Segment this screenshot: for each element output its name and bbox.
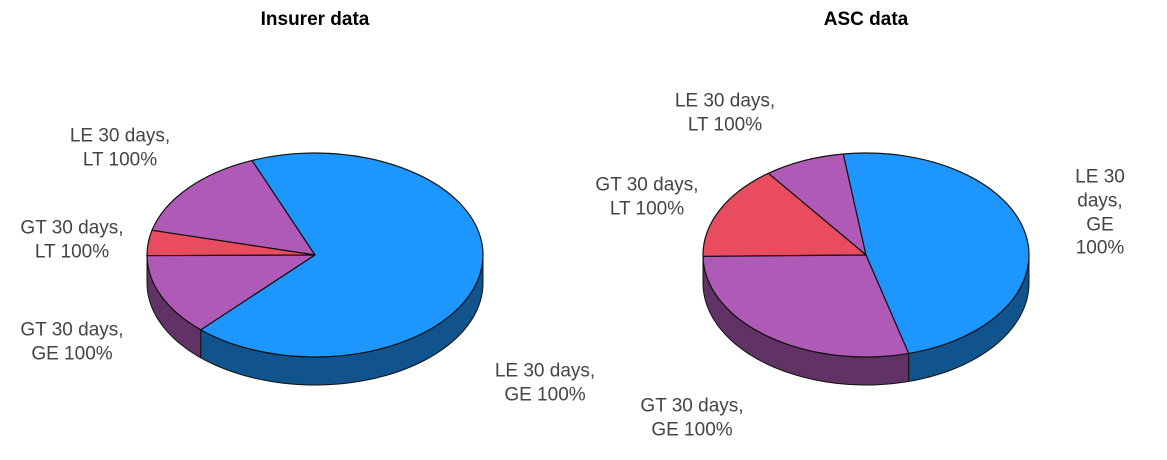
slice-label: LE 30 days, GE 100% bbox=[494, 360, 596, 405]
slice-label: LE 30 days, GE 100% bbox=[1075, 166, 1125, 259]
pie-slice bbox=[842, 152, 1030, 355]
slice-label: GT 30 days, GE 100% bbox=[640, 395, 744, 440]
slice-label: GT 30 days, GE 100% bbox=[20, 319, 124, 364]
slice-label: GT 30 days, LT 100% bbox=[20, 217, 124, 262]
pie-slice bbox=[702, 254, 910, 358]
chart-title: ASC data bbox=[823, 9, 909, 30]
pie-slice bbox=[702, 172, 867, 258]
pie-slice bbox=[151, 159, 316, 256]
chart-title: Insurer data bbox=[260, 9, 370, 30]
slice-label: GT 30 days, LT 100% bbox=[595, 174, 699, 219]
slice-label: LE 30 days, LT 100% bbox=[674, 90, 776, 135]
slice-label: LE 30 days, LT 100% bbox=[69, 125, 171, 170]
pie-slice bbox=[146, 254, 316, 331]
pie-slice bbox=[200, 152, 484, 358]
